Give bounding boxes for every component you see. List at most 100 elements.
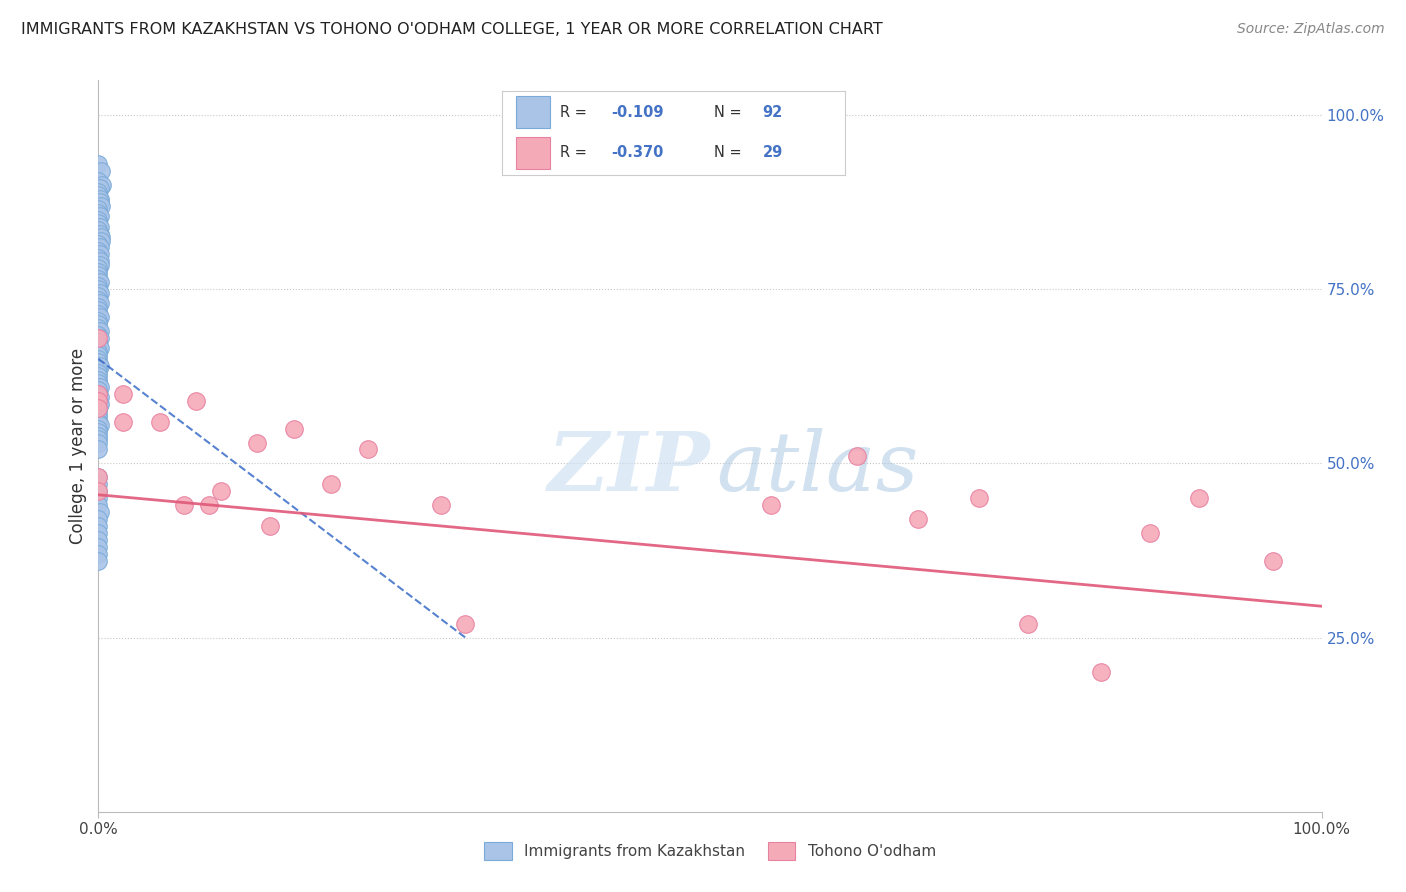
- Point: [87, 313, 110, 327]
- Point: [87, 303, 110, 318]
- Point: [89, 418, 111, 433]
- Point: [87, 355, 110, 369]
- Point: [89, 247, 111, 261]
- Point: [149, 415, 172, 429]
- Point: [87, 223, 110, 237]
- Text: ZIP: ZIP: [547, 428, 710, 508]
- Point: [87, 251, 110, 265]
- Point: [90, 230, 112, 244]
- Point: [89, 275, 111, 289]
- Point: [87, 498, 110, 512]
- Point: [1017, 616, 1039, 631]
- Point: [87, 484, 110, 499]
- Point: [87, 404, 110, 418]
- Point: [87, 289, 110, 303]
- Point: [87, 411, 110, 425]
- Point: [89, 296, 111, 310]
- Text: atlas: atlas: [716, 428, 918, 508]
- Point: [283, 421, 305, 435]
- Point: [87, 320, 110, 334]
- Point: [1261, 554, 1284, 568]
- Point: [87, 428, 110, 442]
- Point: [111, 386, 134, 401]
- Point: [87, 373, 110, 387]
- Point: [87, 216, 110, 230]
- Point: [89, 397, 111, 411]
- Point: [87, 205, 110, 219]
- Point: [87, 376, 110, 391]
- Point: [87, 268, 110, 283]
- Point: [87, 307, 110, 321]
- Point: [87, 554, 110, 568]
- Point: [87, 202, 110, 216]
- Point: [87, 317, 110, 331]
- Point: [907, 512, 929, 526]
- Point: [845, 450, 868, 464]
- Point: [87, 261, 110, 276]
- Point: [89, 324, 111, 338]
- Text: -0.109: -0.109: [612, 104, 664, 120]
- Point: [89, 342, 111, 356]
- Point: [87, 408, 110, 422]
- Bar: [516, 96, 550, 128]
- Point: [87, 484, 110, 499]
- Point: [87, 282, 110, 296]
- Point: [1188, 491, 1211, 506]
- Point: [111, 415, 134, 429]
- Text: N =: N =: [714, 145, 742, 161]
- Point: [89, 505, 111, 519]
- Point: [87, 435, 110, 450]
- Point: [430, 498, 453, 512]
- Point: [89, 195, 111, 210]
- Point: [90, 199, 112, 213]
- Point: [197, 498, 219, 512]
- Point: [87, 477, 110, 491]
- Point: [87, 540, 110, 554]
- Point: [173, 498, 195, 512]
- Point: [87, 237, 110, 252]
- Point: [87, 384, 110, 398]
- Point: [87, 362, 110, 376]
- Point: [87, 272, 110, 286]
- Text: R =: R =: [561, 104, 588, 120]
- Point: [89, 227, 111, 241]
- Point: [89, 181, 111, 195]
- Point: [87, 244, 110, 258]
- Point: [89, 209, 111, 223]
- Text: R =: R =: [561, 145, 588, 161]
- Text: IMMIGRANTS FROM KAZAKHSTAN VS TOHONO O'ODHAM COLLEGE, 1 YEAR OR MORE CORRELATION: IMMIGRANTS FROM KAZAKHSTAN VS TOHONO O'O…: [21, 22, 883, 37]
- Point: [1090, 665, 1112, 680]
- Point: [87, 442, 110, 457]
- Point: [87, 491, 110, 506]
- Point: [87, 401, 110, 415]
- Point: [87, 366, 110, 380]
- Point: [90, 234, 112, 248]
- Point: [761, 498, 783, 512]
- Bar: [516, 136, 550, 169]
- Point: [87, 278, 110, 293]
- Point: [87, 265, 110, 279]
- Point: [87, 401, 110, 415]
- Point: [87, 185, 110, 199]
- Point: [87, 386, 110, 401]
- Point: [89, 285, 111, 300]
- Point: [246, 435, 269, 450]
- Text: -0.370: -0.370: [612, 145, 664, 161]
- Point: [1139, 526, 1161, 541]
- Point: [90, 164, 112, 178]
- Point: [454, 616, 477, 631]
- Point: [87, 345, 110, 359]
- Point: [89, 240, 111, 254]
- Point: [87, 393, 110, 408]
- Point: [87, 470, 110, 484]
- Point: [87, 334, 110, 349]
- Point: [259, 519, 281, 533]
- Point: [89, 390, 111, 404]
- Point: [209, 484, 232, 499]
- Point: [87, 526, 110, 541]
- Point: [87, 386, 110, 401]
- Point: [89, 192, 111, 206]
- Point: [967, 491, 990, 506]
- Point: [87, 293, 110, 307]
- Point: [87, 157, 110, 171]
